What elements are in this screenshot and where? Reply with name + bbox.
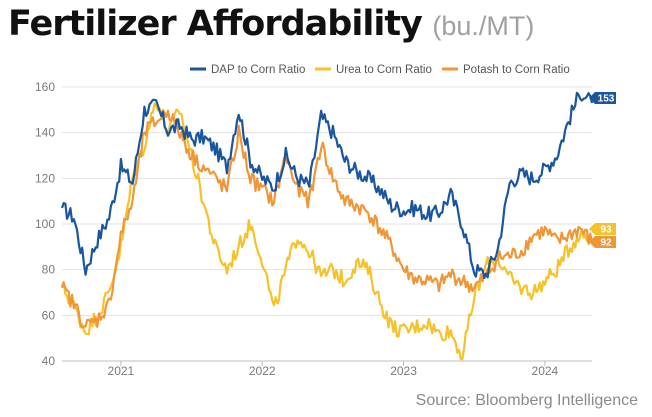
chart-unit: (bu./MT): [432, 11, 535, 41]
end-value-labels: 153 93 92: [589, 92, 616, 249]
end-label-tag: [589, 236, 616, 248]
end-label-tag: [589, 92, 616, 104]
series-line-potash-to-corn-ratio: [60, 109, 594, 329]
end-label-value: 92: [600, 238, 612, 249]
end-label-value: 153: [598, 94, 615, 105]
legend-label: DAP to Corn Ratio: [211, 64, 305, 76]
x-tick-label: 2024: [532, 364, 559, 378]
y-tick-label: 40: [42, 354, 56, 368]
y-tick-label: 80: [42, 263, 56, 277]
y-tick-label: 140: [35, 126, 55, 140]
y-tick-label: 60: [42, 308, 56, 322]
y-tick-label: 120: [35, 171, 55, 185]
x-tick-label: 2023: [390, 364, 417, 378]
end-label-tag: [589, 223, 616, 235]
x-tick-label: 2021: [108, 364, 135, 378]
chart-title-block: Fertilizer Affordability (bu./MT): [8, 4, 534, 44]
legend-label: Potash to Corn Ratio: [463, 64, 570, 76]
series-lines: [60, 91, 594, 361]
y-tick-label: 100: [35, 217, 55, 231]
axes: 40 60 80 100 120 140 160 2021 2022 2023 2024: [35, 80, 592, 378]
y-tick-label: 160: [35, 80, 55, 94]
legend: DAP to Corn Ratio Urea to Corn Ratio Potas…: [190, 64, 570, 76]
series-line-dap-to-corn-ratio: [60, 91, 594, 280]
x-tick-label: 2022: [249, 364, 276, 378]
end-label-value: 93: [600, 225, 612, 236]
source-note: Source: Bloomberg Intelligence: [415, 392, 638, 409]
chart-title: Fertilizer Affordability: [8, 4, 423, 44]
legend-label: Urea to Corn Ratio: [336, 64, 432, 76]
